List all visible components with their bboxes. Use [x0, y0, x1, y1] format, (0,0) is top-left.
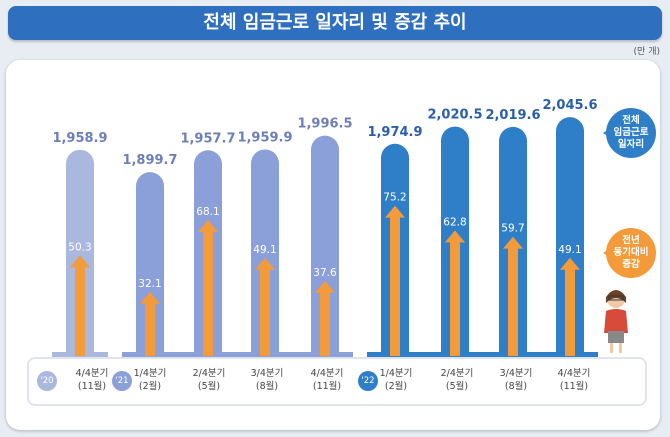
total-value-label: 1,957.7 — [180, 131, 235, 146]
total-value-label: 2,020.5 — [427, 108, 482, 123]
x-tick-label: 4/4분기 (11월) — [310, 368, 344, 392]
total-value-label: 2,045.6 — [542, 98, 597, 113]
change-arrow-shaft — [450, 240, 460, 356]
total-bar — [136, 172, 164, 356]
x-axis-box — [27, 357, 647, 406]
change-arrow-head — [560, 257, 580, 270]
change-arrow-head — [315, 280, 335, 293]
change-value-label: 37.6 — [313, 267, 337, 279]
total-bar — [311, 135, 339, 356]
legend-total: 전체 임금근로 일자리 — [603, 108, 656, 158]
change-arrow-shaft — [565, 267, 575, 356]
total-value-label: 1,996.5 — [297, 117, 352, 132]
change-value-label: 49.1 — [558, 244, 581, 256]
change-value-label: 50.3 — [68, 241, 91, 253]
change-value-label: 62.8 — [443, 216, 466, 228]
change-arrow-shaft — [75, 265, 85, 356]
change-value-label: 75.2 — [383, 192, 406, 204]
change-arrow-head — [198, 219, 218, 232]
x-tick-label: 1/4분기 (2월) — [133, 368, 167, 392]
change-arrow-head — [140, 291, 160, 304]
character-illustration — [604, 290, 628, 353]
chart-title: 전체 임금근로 일자리 및 증감 추이 — [8, 6, 662, 40]
total-bar — [66, 149, 94, 356]
total-value-label: 1,959.9 — [237, 130, 292, 145]
change-arrow-shaft — [390, 215, 400, 356]
total-bar — [556, 117, 584, 356]
total-value-label: 1,974.9 — [367, 125, 422, 140]
change-arrow-head — [255, 257, 275, 270]
change-arrow-shaft — [260, 267, 270, 356]
legend-change: 전년 동기대비 증감 — [603, 228, 656, 278]
change-value-label: 49.1 — [253, 244, 276, 256]
x-tick-label: 3/4분기 (8월) — [250, 368, 284, 392]
change-value-label: 68.1 — [196, 206, 219, 218]
year-badge: '20년 — [37, 371, 57, 406]
change-arrow-shaft — [508, 246, 518, 356]
change-arrow-head — [503, 236, 523, 249]
year-badge: '21년 — [112, 371, 132, 406]
total-bar — [251, 149, 279, 356]
year-band — [122, 352, 353, 358]
change-arrow-shaft — [145, 301, 155, 356]
x-tick-label: 4/4분기 (11월) — [75, 368, 109, 392]
total-value-label: 1,899.7 — [122, 153, 177, 168]
total-value-label: 2,019.6 — [485, 108, 540, 123]
x-tick-label: 3/4분기 (8월) — [499, 368, 533, 392]
change-arrow-head — [445, 230, 465, 243]
x-tick-label: 2/4분기 (5월) — [440, 368, 474, 392]
year-band — [367, 352, 598, 358]
total-value-label: 1,958.9 — [52, 131, 107, 146]
year-badge: '22년 — [358, 371, 378, 406]
change-value-label: 59.7 — [501, 223, 524, 235]
change-arrow-shaft — [203, 229, 213, 356]
change-arrow-shaft — [320, 290, 330, 356]
x-tick-label: 1/4분기 (2월) — [379, 368, 413, 392]
change-value-label: 32.1 — [138, 278, 161, 290]
unit-label: (만 개) — [633, 47, 660, 57]
x-tick-label: 4/4분기 (11월) — [557, 368, 591, 392]
change-arrow-head — [385, 205, 405, 218]
x-tick-label: 2/4분기 (5월) — [192, 368, 226, 392]
change-arrow-head — [70, 255, 90, 268]
